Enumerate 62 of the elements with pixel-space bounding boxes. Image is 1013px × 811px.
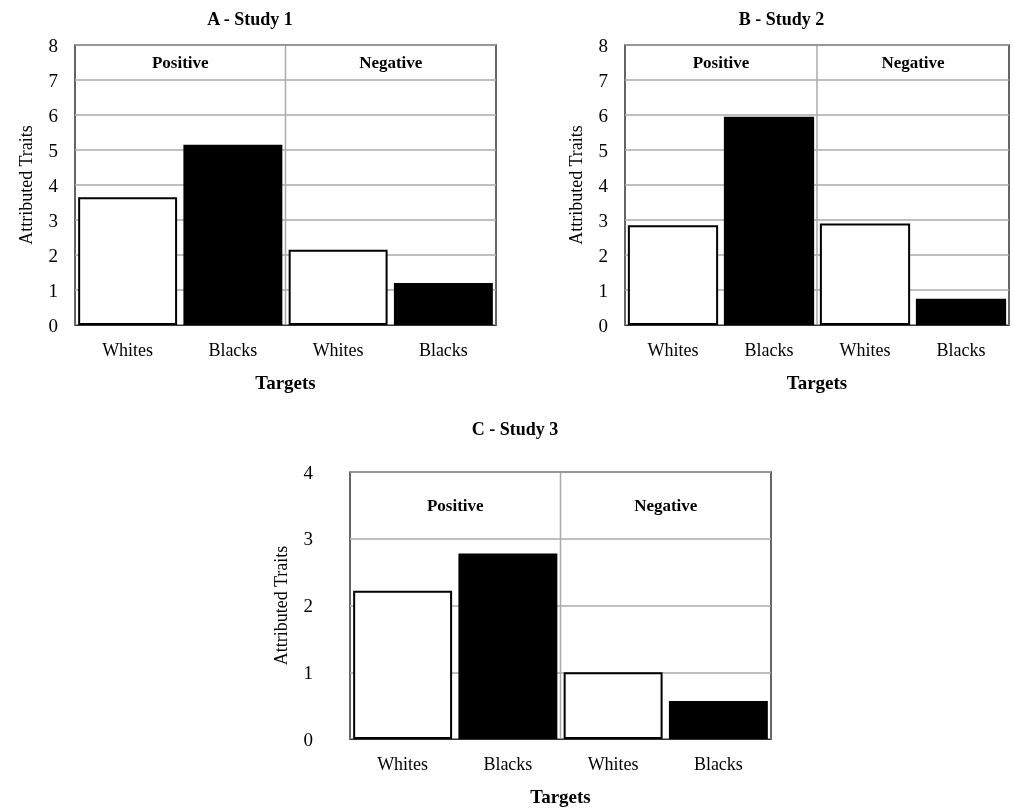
x-tick-label: Whites [377,754,429,774]
y-axis-title: Attributed Traits [566,125,586,245]
bar [668,700,768,739]
y-tick-label: 2 [598,244,608,266]
y-tick-label: 3 [48,209,58,231]
y-axis-title: Attributed Traits [271,545,291,666]
y-tick-label: 5 [48,139,58,161]
annotation: Positive [692,53,750,72]
bar [183,144,283,325]
x-tick-label: Whites [587,754,639,774]
chart-title: B - Study 2 [738,9,825,29]
y-tick-label: 3 [598,209,608,231]
y-tick-label: 6 [598,104,608,126]
y-tick-label: 4 [598,174,609,196]
bar [393,283,493,325]
y-tick-label: 6 [48,104,58,126]
y-tick-label: 1 [48,279,58,301]
annotation: Negative [634,495,698,515]
x-tick-label: Blacks [693,754,743,774]
y-tick-label: 1 [598,279,608,301]
x-tick-label: Blacks [936,340,986,360]
bar [915,298,1007,325]
y-tick-label: 3 [303,528,313,550]
x-axis-title: Targets [255,372,316,393]
bar [458,553,558,739]
y-tick-label: 7 [48,69,58,91]
x-tick-label: Whites [312,340,364,360]
bar [627,225,719,325]
y-tick-label: 0 [48,314,58,336]
y-tick-label: 4 [48,174,59,196]
bar [723,116,815,325]
bar [819,223,911,325]
y-axis-title: Attributed Traits [16,125,36,245]
y-tick-label: 1 [303,661,313,683]
y-tick-label: 0 [303,728,313,750]
x-tick-label: Blacks [208,340,258,360]
bar [353,590,453,739]
bar [563,672,663,739]
y-tick-label: 8 [48,34,58,56]
x-tick-label: Blacks [483,754,533,774]
annotation: Positive [151,53,210,72]
x-tick-label: Whites [839,340,891,360]
annotation: Negative [881,53,946,72]
y-tick-label: 4 [303,461,314,483]
bar [78,197,178,325]
y-tick-label: 2 [303,595,313,616]
annotation: Negative [359,53,423,72]
x-tick-label: Whites [102,340,154,360]
y-tick-label: 0 [598,314,608,336]
y-tick-label: 2 [48,244,58,266]
y-tick-label: 7 [598,69,608,91]
annotation: Positive [426,495,485,515]
y-tick-label: 5 [598,139,608,161]
y-tick-label: 8 [598,34,608,56]
bar [288,249,388,325]
x-axis-title: Targets [786,372,848,393]
x-tick-label: Blacks [418,340,468,360]
x-axis-title: Targets [530,786,591,807]
x-tick-label: Blacks [744,340,794,360]
chart-title: A - Study 1 [207,9,293,29]
chart-title: C - Study 3 [471,419,559,439]
x-tick-label: Whites [647,340,699,360]
